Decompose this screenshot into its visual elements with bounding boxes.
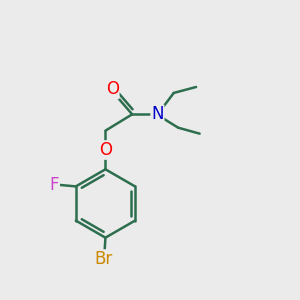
Text: Br: Br — [95, 250, 113, 268]
Text: O: O — [99, 141, 112, 159]
Text: N: N — [151, 105, 164, 123]
Text: O: O — [106, 80, 119, 98]
Text: F: F — [50, 176, 59, 194]
